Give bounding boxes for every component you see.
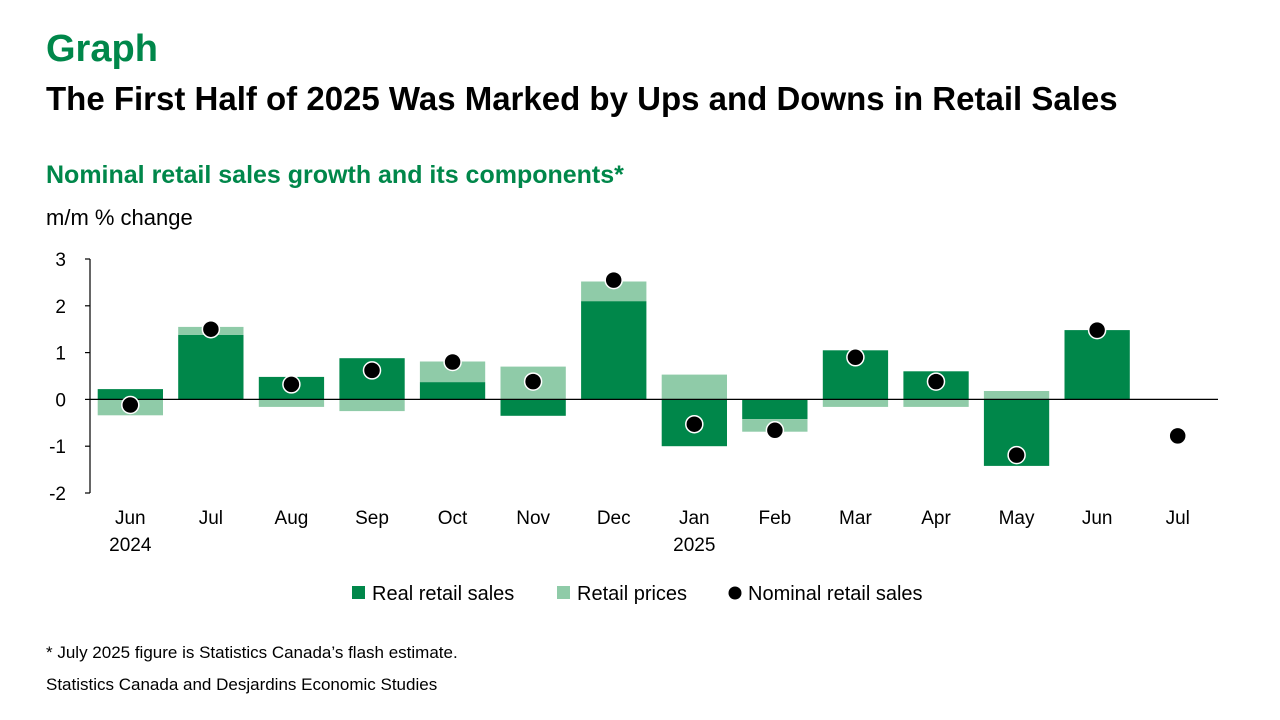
- x-tick-label: Apr: [921, 508, 951, 529]
- dot-nominal-4: [443, 352, 462, 372]
- bar-retail-prices-2: [258, 399, 325, 407]
- dot-nominal-12: [1087, 320, 1107, 340]
- x-tick-label: Jun: [115, 508, 146, 529]
- y-tick-label: 0: [55, 390, 66, 411]
- chart-title: Nominal retail sales growth and its comp…: [46, 161, 624, 189]
- bar-retail-prices-7: [661, 374, 727, 400]
- bar-real-retail-sales-0: [97, 389, 163, 400]
- x-tick-label: Jan: [679, 508, 710, 529]
- dot-nominal-6: [604, 270, 623, 290]
- dot-nominal-0: [121, 395, 140, 415]
- legend-label-real-retail-sales: Real retail sales: [372, 583, 514, 605]
- legend-swatch-retail-prices: [557, 586, 570, 599]
- x-tick-label: Oct: [438, 508, 468, 529]
- x-tick-label: Nov: [516, 508, 550, 529]
- legend: Real retail sales Retail prices Nominal re…: [352, 583, 923, 605]
- axes-layer: 3 2 1 0 -1 -2 Jun 2024 Jul Aug Sep Oct Nov Dec Jan 2025…: [49, 250, 1218, 556]
- bar-real-retail-sales-5: [500, 399, 566, 416]
- dot-nominal-2: [282, 375, 301, 394]
- bars-layer: [97, 281, 1130, 466]
- x-tick-label: Aug: [275, 508, 309, 529]
- dot-nominal-9: [846, 348, 865, 367]
- x-tick-label: Mar: [839, 508, 872, 529]
- bar-real-retail-sales-6: [581, 301, 647, 400]
- bar-real-retail-sales-4: [419, 382, 486, 400]
- legend-label-retail-prices: Retail prices: [577, 583, 687, 605]
- dots-layer: [121, 270, 1187, 465]
- page-title: The First Half of 2025 Was Marked by Ups…: [46, 80, 1118, 117]
- x-tick-label: Jul: [1166, 508, 1190, 529]
- page-eyebrow: Graph: [46, 28, 158, 70]
- y-axis-label: m/m % change: [46, 205, 193, 230]
- dot-nominal-5: [523, 372, 543, 391]
- y-tick-label: 3: [55, 250, 66, 271]
- y-tick-label: -2: [49, 484, 66, 505]
- legend-swatch-nominal-retail-sales: [728, 586, 742, 600]
- footnote: * July 2025 figure is Statistics Canada’…: [46, 643, 458, 662]
- dot-nominal-13: [1168, 426, 1187, 446]
- dot-nominal-10: [926, 372, 946, 391]
- dot-nominal-11: [1007, 445, 1026, 465]
- bar-real-retail-sales-8: [742, 399, 808, 420]
- bar-retail-prices-4: [419, 361, 486, 383]
- y-tick-label: 2: [55, 297, 66, 318]
- x-tick-label: Jul: [199, 508, 223, 529]
- y-tick-label: 1: [55, 344, 66, 365]
- legend-swatch-real-retail-sales: [352, 586, 365, 599]
- bar-real-retail-sales-12: [1064, 330, 1130, 400]
- source-note: Statistics Canada and Desjardins Economi…: [46, 675, 438, 694]
- bar-retail-prices-3: [339, 399, 405, 412]
- bar-retail-prices-11: [983, 391, 1050, 400]
- x-tick-sublabel: 2025: [673, 535, 715, 556]
- bar-real-retail-sales-1: [178, 334, 244, 400]
- dot-nominal-8: [765, 421, 785, 440]
- x-tick-label: Dec: [597, 508, 631, 529]
- bar-retail-prices-6: [581, 281, 647, 302]
- x-tick-label: Sep: [355, 508, 389, 529]
- x-tick-label: Feb: [758, 508, 791, 529]
- dot-nominal-1: [201, 319, 221, 339]
- x-tick-sublabel: 2024: [109, 535, 152, 556]
- bar-retail-prices-10: [903, 399, 969, 407]
- legend-label-nominal-retail-sales: Nominal retail sales: [748, 583, 923, 605]
- bar-retail-prices-9: [822, 399, 889, 407]
- dot-nominal-7: [685, 414, 704, 434]
- x-tick-label: May: [999, 508, 1035, 529]
- x-tick-label: Jun: [1082, 508, 1113, 529]
- y-tick-label: -1: [49, 437, 66, 458]
- dot-nominal-3: [362, 361, 382, 380]
